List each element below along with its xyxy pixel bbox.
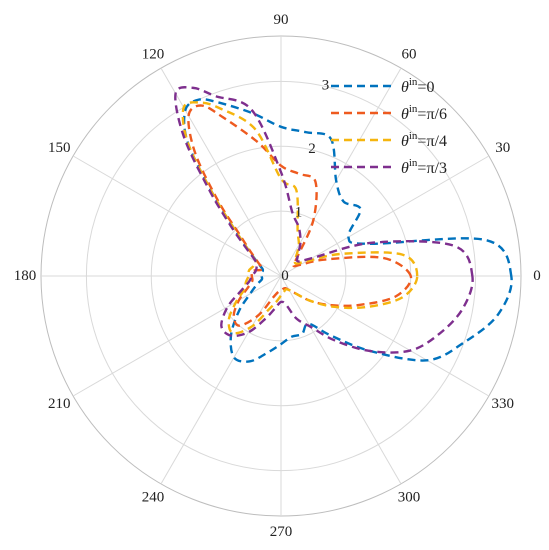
angular-grid-line: [160, 275, 282, 485]
series-group: [174, 86, 513, 363]
legend-label-1: θin=0: [401, 76, 434, 96]
legend-label-2: θin=π/6: [401, 103, 447, 123]
angular-tick-label: 240: [142, 490, 165, 506]
angular-grid-line: [280, 155, 490, 277]
legend: θin=0 θin=π/6 θin=π/4 θin=π/3: [331, 76, 447, 177]
angular-tick-label: 210: [48, 396, 71, 412]
series-line-3: [181, 101, 419, 335]
radial-tick-label: 3: [322, 78, 330, 94]
angular-tick-label: 150: [48, 140, 71, 156]
angular-tick-label: 270: [270, 524, 293, 540]
angular-grid-line: [280, 275, 402, 485]
legend-label-3: θin=π/4: [401, 130, 447, 150]
radial-tick-label: 2: [308, 141, 316, 157]
radial-tick-label: 0: [281, 268, 289, 284]
angular-tick-label: 330: [491, 396, 514, 412]
angular-grid-line: [280, 67, 402, 277]
legend-label-4: θin=π/3: [401, 157, 447, 177]
angular-tick-label: 300: [398, 490, 421, 506]
tick-labels: 0 30 60 90 120 150 180 210 240 270 300 330 0 1 2 3: [14, 12, 541, 540]
angular-tick-label: 90: [274, 12, 289, 28]
polar-grid: [40, 35, 522, 517]
angular-grid-line: [72, 275, 282, 397]
radial-tick-label: 1: [295, 205, 303, 221]
angular-tick-label: 60: [402, 46, 417, 62]
angular-grid-line: [280, 275, 490, 397]
angular-grid-line: [160, 67, 282, 277]
angular-tick-label: 30: [495, 140, 510, 156]
angular-grid-line: [72, 155, 282, 277]
angular-tick-label: 0: [533, 268, 541, 284]
angular-tick-label: 180: [14, 268, 37, 284]
series-line-1: [182, 97, 513, 363]
series-line-4: [174, 86, 474, 354]
angular-tick-label: 120: [142, 46, 165, 62]
